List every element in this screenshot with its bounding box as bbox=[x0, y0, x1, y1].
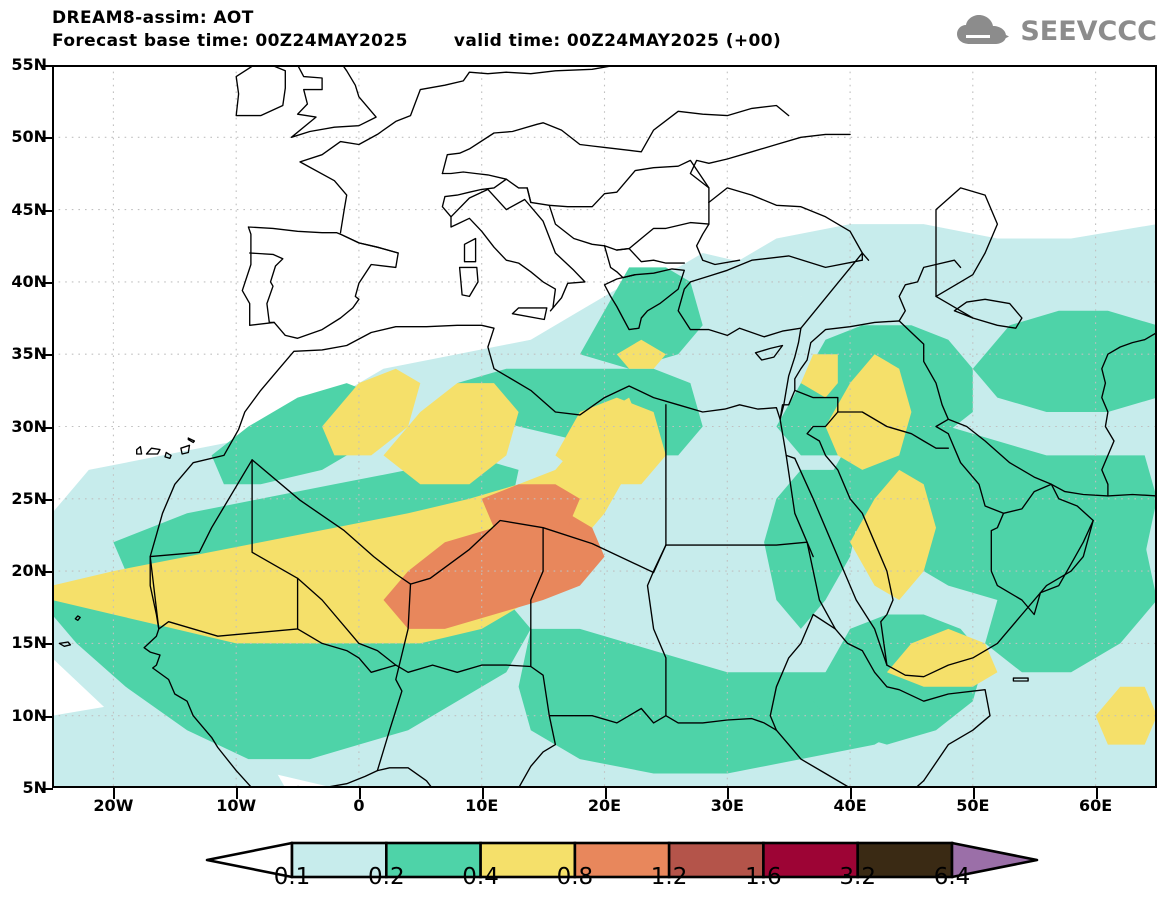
cloud-icon bbox=[957, 15, 1010, 44]
colorbar-tick-label: 1.2 bbox=[650, 864, 688, 890]
x-tick bbox=[236, 788, 239, 799]
y-axis-label: 20N bbox=[11, 561, 47, 581]
y-axis-label: 5N bbox=[22, 778, 47, 797]
forecast-time-line: Forecast base time: 00Z24MAY2025 valid ti… bbox=[52, 31, 781, 51]
x-axis-label: 40E bbox=[833, 796, 867, 815]
y-tick bbox=[42, 571, 53, 574]
y-axis-label: 40N bbox=[11, 271, 47, 291]
y-tick bbox=[42, 498, 53, 501]
y-axis-label: 55N bbox=[11, 55, 47, 74]
forecast-base-time: Forecast base time: 00Z24MAY2025 bbox=[52, 31, 408, 51]
x-axis-label: 50E bbox=[956, 796, 990, 815]
aot-colorbar bbox=[205, 841, 1039, 879]
y-tick bbox=[42, 715, 53, 718]
seevccc-logo: SEEVCCC bbox=[956, 14, 1157, 48]
y-tick bbox=[42, 643, 53, 646]
valid-time: valid time: 00Z24MAY2025 (+00) bbox=[453, 31, 782, 51]
x-tick bbox=[972, 788, 975, 799]
colorbar-tick-label: 0.4 bbox=[462, 864, 499, 890]
y-tick bbox=[42, 65, 53, 67]
y-axis-label: 30N bbox=[11, 416, 47, 436]
x-tick bbox=[604, 788, 607, 799]
x-axis-label: 10W bbox=[216, 796, 257, 815]
x-axis-label: 30E bbox=[710, 796, 744, 815]
y-tick bbox=[42, 426, 53, 429]
x-axis-label: 60E bbox=[1078, 796, 1113, 815]
colorbar-tick-label: 3.2 bbox=[839, 864, 876, 890]
map-plot-area bbox=[52, 65, 1157, 788]
map-header: DREAM8-assim: AOT Forecast base time: 00… bbox=[52, 8, 781, 51]
x-axis-label: 20W bbox=[93, 796, 134, 815]
x-tick bbox=[113, 788, 116, 799]
y-axis-label: 50N bbox=[11, 127, 47, 147]
y-tick bbox=[42, 354, 53, 357]
y-axis-label: 25N bbox=[11, 488, 47, 508]
colorbar-tick-label: 0.2 bbox=[368, 864, 405, 890]
x-tick bbox=[358, 788, 361, 799]
x-axis-label: 20E bbox=[587, 796, 622, 815]
x-tick bbox=[1095, 788, 1098, 799]
y-axis-label: 45N bbox=[11, 199, 47, 219]
y-tick bbox=[42, 209, 53, 212]
logo-text: SEEVCCC bbox=[1020, 15, 1157, 47]
colorbar-tick-label: 6.4 bbox=[933, 864, 971, 890]
x-tick bbox=[481, 788, 484, 799]
aot-contour-field bbox=[52, 65, 1157, 788]
y-tick bbox=[42, 137, 53, 140]
x-tick bbox=[850, 788, 853, 799]
y-axis-label: 15N bbox=[11, 633, 47, 653]
x-tick bbox=[727, 788, 730, 799]
x-axis-label: 0 bbox=[353, 796, 365, 815]
y-axis-label: 35N bbox=[11, 344, 47, 364]
y-tick bbox=[42, 281, 53, 284]
y-axis-label: 10N bbox=[11, 705, 47, 725]
y-tick bbox=[42, 788, 53, 790]
colorbar-tick-label: 0.8 bbox=[556, 864, 594, 890]
x-axis-label: 10E bbox=[465, 796, 499, 815]
colorbar-tick-label: 0.1 bbox=[273, 864, 311, 890]
colorbar-tick-label: 1.6 bbox=[745, 864, 782, 890]
page-title: DREAM8-assim: AOT bbox=[52, 8, 254, 28]
